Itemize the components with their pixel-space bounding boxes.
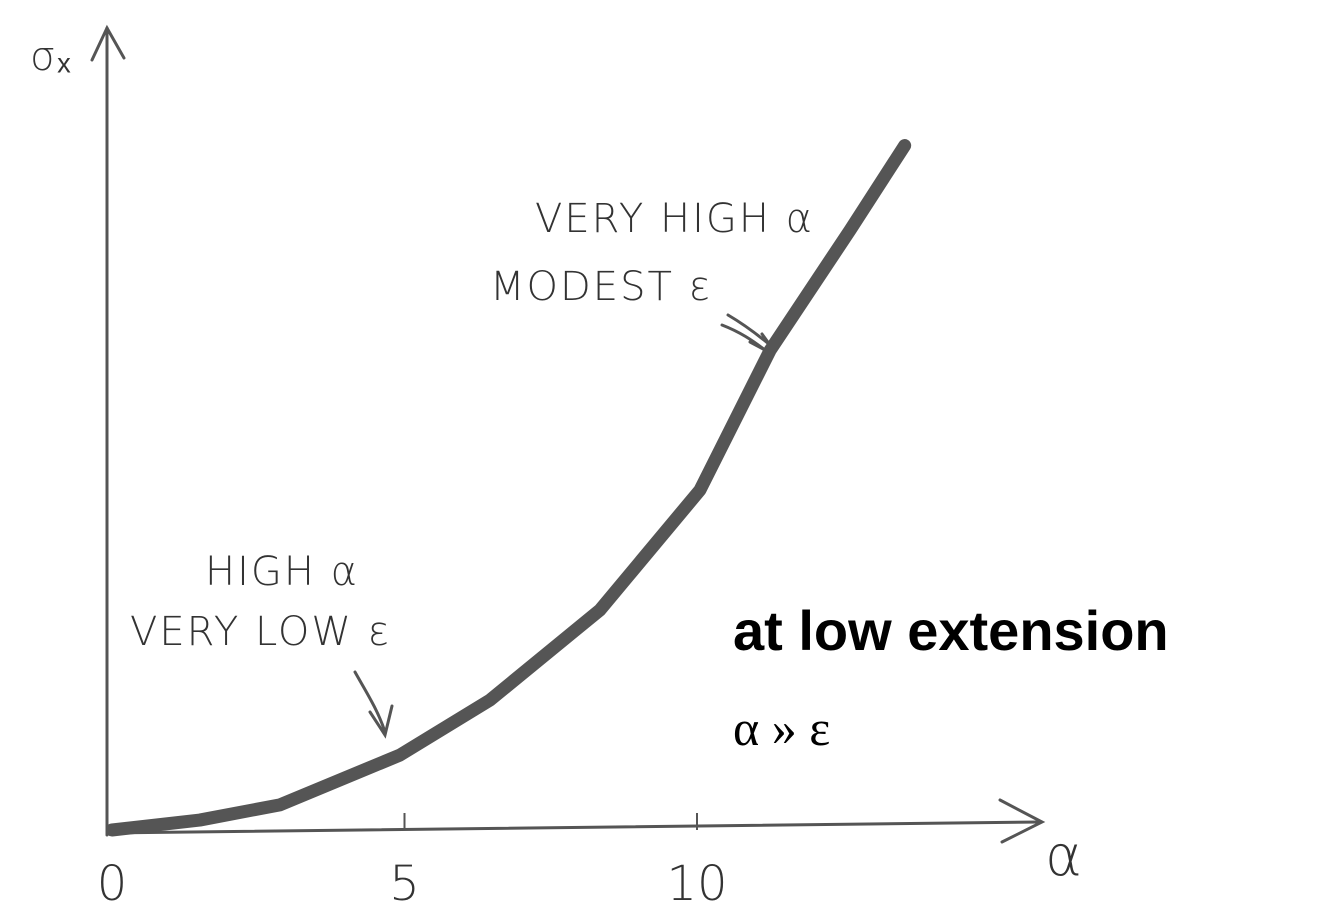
axes: [90, 24, 1046, 844]
annotation: VERY LOW ε: [130, 609, 391, 655]
curve: [105, 139, 912, 837]
x-axis: [105, 820, 1042, 835]
y-axis-arrow: [90, 24, 126, 62]
annotation: MODEST ε: [490, 264, 712, 310]
x-tick-label: 0: [97, 856, 128, 909]
annotation: HIGH α: [205, 549, 359, 595]
x-tick-label: 10: [666, 856, 727, 909]
x-tick-label: 5: [389, 856, 420, 909]
annotation: at low extension: [733, 599, 1169, 662]
x-axis-arrow: [998, 798, 1046, 844]
annotation-arrow: [720, 313, 772, 352]
annotation: VERY HIGH α: [535, 196, 814, 242]
annotation-arrow: [353, 670, 394, 739]
x-axis-label: α: [1045, 824, 1084, 889]
y-axis-label: σₓ: [30, 34, 72, 80]
annotation: α » ε: [733, 700, 830, 756]
